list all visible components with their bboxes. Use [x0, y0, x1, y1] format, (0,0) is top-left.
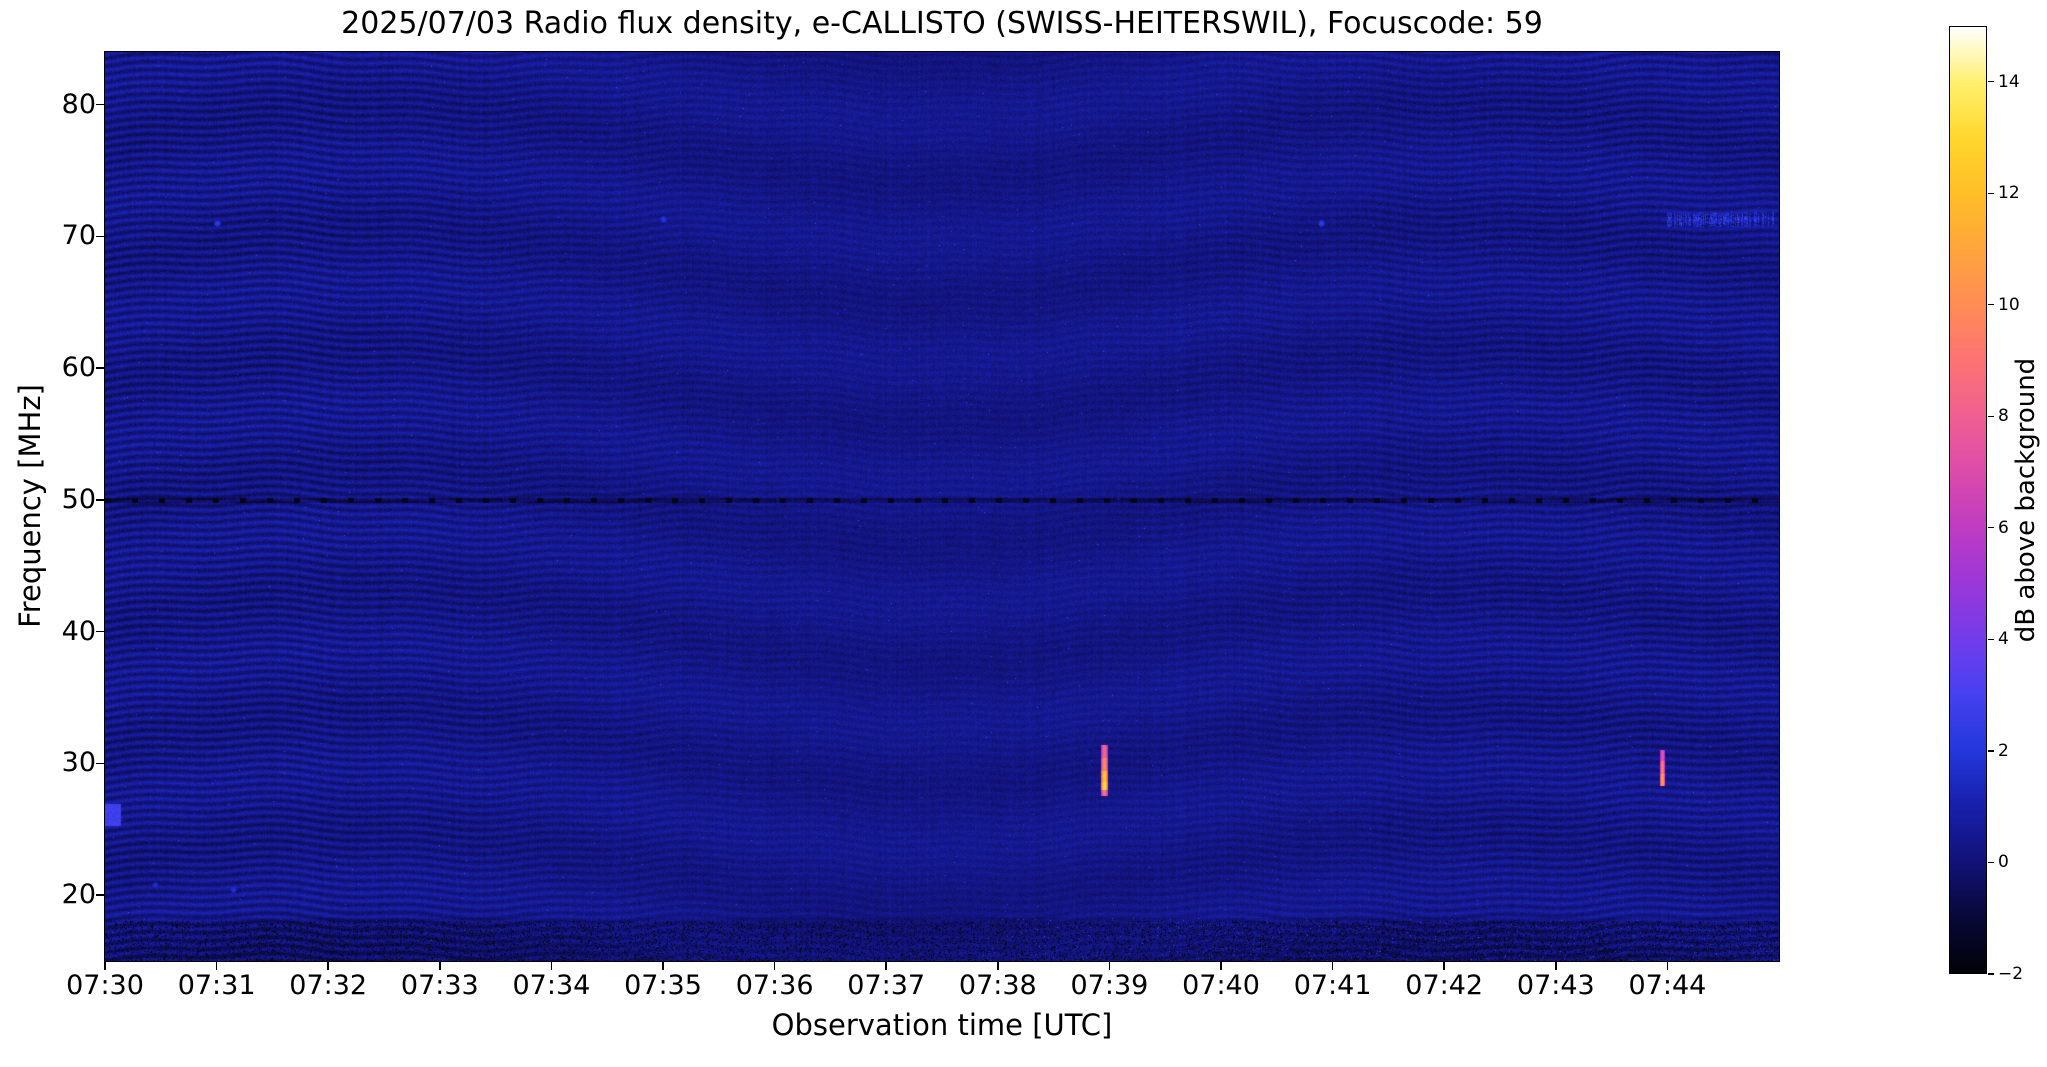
colorbar-tick-mark — [1988, 192, 1994, 194]
spectrogram-canvas — [105, 52, 1779, 961]
x-tick-label: 07:33 — [400, 970, 479, 1001]
x-tick-label: 07:30 — [66, 970, 144, 1001]
colorbar-tick-mark — [1988, 750, 1994, 752]
colorbar — [1949, 26, 1987, 974]
y-tick-label: 60 — [61, 352, 96, 384]
colorbar-tick-mark — [1988, 973, 1994, 975]
y-tick-mark — [96, 367, 104, 369]
colorbar-tick-label: 0 — [1998, 852, 2009, 873]
colorbar-tick-mark — [1988, 304, 1994, 306]
colorbar-tick-label: 6 — [1998, 517, 2009, 538]
y-tick-mark — [96, 103, 104, 106]
x-tick-mark — [439, 962, 441, 970]
colorbar-tick-label: 14 — [1998, 71, 2020, 92]
y-tick-mark — [96, 630, 104, 633]
colorbar-tick-label: 10 — [1998, 294, 2020, 315]
y-tick-label: 50 — [61, 483, 96, 515]
x-tick-label: 07:40 — [1182, 970, 1260, 1001]
plot-area — [104, 51, 1780, 962]
colorbar-label: dB above background — [2011, 357, 2041, 643]
x-tick-label: 07:32 — [289, 970, 368, 1001]
colorbar-tick-label: 12 — [1998, 183, 2020, 204]
colorbar-tick-label: −2 — [1998, 964, 2024, 984]
x-tick-label: 07:42 — [1405, 970, 1484, 1001]
x-tick-mark — [550, 962, 553, 970]
colorbar-tick-mark — [1988, 81, 1994, 83]
x-tick-label: 07:38 — [958, 970, 1037, 1001]
y-tick-mark — [96, 762, 104, 765]
x-tick-mark — [1331, 962, 1334, 970]
colorbar-tick-label: 8 — [1998, 406, 2009, 427]
x-tick-mark — [773, 962, 776, 970]
y-tick-mark — [96, 894, 104, 896]
x-tick-mark — [885, 962, 887, 970]
x-tick-label: 07:31 — [177, 970, 256, 1001]
x-tick-mark — [1555, 962, 1557, 970]
x-tick-mark — [1443, 962, 1445, 970]
x-tick-label: 07:36 — [735, 970, 814, 1001]
y-tick-label: 80 — [61, 88, 96, 120]
x-tick-label: 07:34 — [512, 970, 591, 1001]
x-tick-label: 07:44 — [1628, 970, 1707, 1001]
x-tick-label: 07:39 — [1070, 970, 1149, 1001]
y-tick-label: 30 — [61, 747, 96, 779]
colorbar-tick-mark — [1988, 527, 1994, 529]
y-tick-label: 20 — [61, 879, 96, 911]
x-tick-mark — [1666, 962, 1669, 970]
x-tick-label: 07:37 — [847, 970, 926, 1001]
x-tick-label: 07:41 — [1293, 970, 1372, 1001]
x-tick-mark — [215, 962, 218, 970]
x-tick-mark — [327, 962, 329, 970]
colorbar-tick-mark — [1988, 861, 1994, 864]
colorbar-tick-label: 2 — [1998, 740, 2009, 761]
x-tick-mark — [1220, 962, 1222, 970]
y-tick-mark — [96, 235, 104, 238]
x-tick-mark — [104, 962, 106, 970]
y-tick-mark — [96, 499, 104, 501]
y-tick-label: 40 — [61, 615, 96, 647]
x-tick-mark — [662, 962, 664, 970]
x-tick-mark — [1108, 962, 1111, 970]
x-tick-label: 07:35 — [624, 970, 702, 1001]
chart-title: 2025/07/03 Radio flux density, e-CALLIST… — [341, 6, 1543, 41]
colorbar-tick-mark — [1988, 638, 1994, 640]
x-tick-mark — [997, 962, 999, 970]
x-tick-label: 07:43 — [1516, 970, 1595, 1001]
colorbar-tick-label: 4 — [1998, 629, 2009, 650]
colorbar-tick-mark — [1988, 415, 1994, 417]
y-tick-label: 70 — [61, 220, 96, 252]
x-axis-label: Observation time [UTC] — [771, 1008, 1113, 1042]
